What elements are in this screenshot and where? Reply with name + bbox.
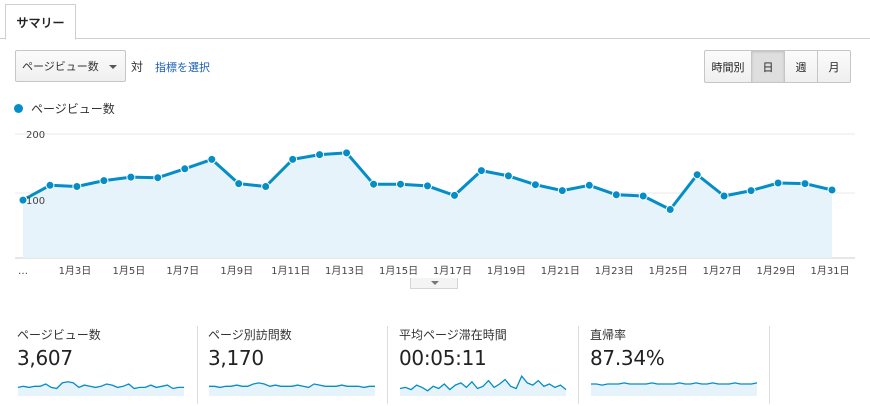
- x-tick-label: 1月13日: [325, 265, 364, 277]
- data-point: [423, 181, 432, 191]
- x-tick-label: 1月15日: [379, 265, 418, 277]
- data-point: [261, 182, 271, 191]
- scorecard-bounce-rate[interactable]: 直帰率 87.34%: [590, 326, 772, 404]
- series-area: [23, 152, 832, 258]
- x-tick-label: 1月27日: [703, 265, 742, 277]
- scorecard-avg-time[interactable]: 平均ページ滞在時間 00:05:11: [399, 326, 581, 404]
- data-point: [611, 190, 621, 200]
- scorecard-label: ページビュー数: [17, 328, 101, 342]
- data-point: [18, 195, 28, 205]
- scorecard-unique-pageviews[interactable]: ページ別訪問数 3,170: [208, 326, 390, 404]
- scorecard-value: 87.34%: [590, 346, 665, 370]
- data-point: [180, 164, 190, 174]
- x-tick-label: 1月5日: [112, 265, 145, 277]
- metric-select-label: ページビュー数: [22, 60, 99, 73]
- scorecard-divider: [387, 326, 388, 404]
- tab-summary[interactable]: サマリー: [5, 4, 76, 40]
- data-point: [530, 180, 540, 190]
- period-week-button[interactable]: 週: [784, 50, 818, 83]
- data-point: [638, 191, 648, 201]
- x-tick-label: 1月29日: [757, 265, 796, 277]
- sparkline-area: [400, 376, 566, 396]
- data-point: [665, 205, 675, 214]
- period-toggle: 時間別 日 週 月: [704, 50, 851, 83]
- period-hourly-button[interactable]: 時間別: [704, 50, 752, 83]
- data-point: [503, 171, 513, 181]
- data-point: [288, 154, 298, 164]
- chart-legend: ページビュー数: [14, 100, 115, 117]
- data-point: [45, 180, 55, 190]
- x-tick-label: 1月17日: [433, 265, 472, 277]
- x-tick-label: 1月31日: [810, 265, 849, 277]
- sparkline-line: [209, 382, 375, 389]
- data-point: [234, 179, 244, 189]
- scorecard-divider: [769, 326, 770, 404]
- x-tick-label: 1月23日: [595, 265, 634, 277]
- data-point: [207, 154, 217, 164]
- y-tick-label: 100: [26, 196, 45, 207]
- tab-bar: サマリー: [0, 0, 870, 40]
- scorecard-value: 00:05:11: [399, 346, 487, 370]
- data-point: [450, 190, 459, 200]
- data-point: [476, 166, 486, 176]
- sparkline: [209, 382, 375, 396]
- metric-select[interactable]: ページビュー数: [15, 50, 126, 82]
- sparkline-area: [18, 381, 184, 396]
- scorecard-label: 直帰率: [590, 328, 627, 342]
- scorecard-divider: [197, 326, 198, 404]
- data-point: [369, 179, 379, 189]
- scorecard-value: 3,170: [208, 346, 264, 370]
- data-point: [773, 178, 783, 188]
- data-point: [719, 191, 729, 201]
- sparkline: [17, 381, 184, 396]
- scorecard-label: ページ別訪問数: [208, 328, 292, 342]
- sparkline-area: [209, 382, 375, 396]
- x-tick-label: 1月25日: [649, 265, 688, 277]
- scorecard-value: 3,607: [17, 346, 73, 370]
- x-tick-label: 1月11日: [271, 265, 310, 277]
- x-tick-label: 1月3日: [59, 265, 92, 277]
- period-month-button[interactable]: 月: [817, 50, 851, 83]
- caret-down-icon: [431, 281, 439, 285]
- sparkline-area: [591, 382, 757, 396]
- scorecard-pageviews[interactable]: ページビュー数 3,607: [17, 326, 199, 404]
- data-point: [315, 150, 325, 160]
- data-point: [827, 185, 837, 195]
- y-tick-label: 200: [26, 130, 45, 141]
- x-tick-label: …: [18, 266, 28, 277]
- sparkline: [399, 374, 567, 396]
- legend-marker: [14, 104, 23, 113]
- data-point: [692, 170, 702, 180]
- pageviews-chart: 200 100 … 1月3日 1月5日 1月7日 1月9日 1月11日 1月13日 1月15日 1月…: [15, 130, 855, 277]
- data-point: [557, 186, 567, 196]
- sparkline-line: [591, 382, 758, 386]
- data-point: [342, 148, 352, 158]
- data-point: [800, 179, 810, 189]
- data-point: [72, 182, 82, 191]
- x-tick-label: 1月7日: [166, 265, 199, 277]
- period-day-button[interactable]: 日: [751, 50, 785, 83]
- x-tick-label: 1月9日: [220, 265, 253, 277]
- sparkline-line: [399, 374, 567, 392]
- x-tick-label: 1月19日: [487, 265, 526, 277]
- x-tick-label: 1月21日: [541, 265, 580, 277]
- versus-label: 対: [131, 60, 144, 74]
- sparkline: [591, 382, 758, 396]
- sparkline-line: [17, 381, 184, 390]
- scorecard-label: 平均ページ滞在時間: [399, 328, 507, 342]
- data-point: [153, 173, 163, 183]
- data-point: [584, 180, 594, 190]
- chart-collapse-handle[interactable]: [410, 278, 458, 289]
- scorecard-divider: [578, 326, 579, 404]
- data-point: [99, 176, 109, 186]
- chevron-down-icon: [109, 65, 117, 69]
- data-point: [396, 179, 405, 189]
- select-metric-link[interactable]: 指標を選択: [155, 61, 210, 74]
- legend-label: ページビュー数: [31, 102, 115, 116]
- data-point: [746, 186, 756, 196]
- data-point: [126, 172, 136, 182]
